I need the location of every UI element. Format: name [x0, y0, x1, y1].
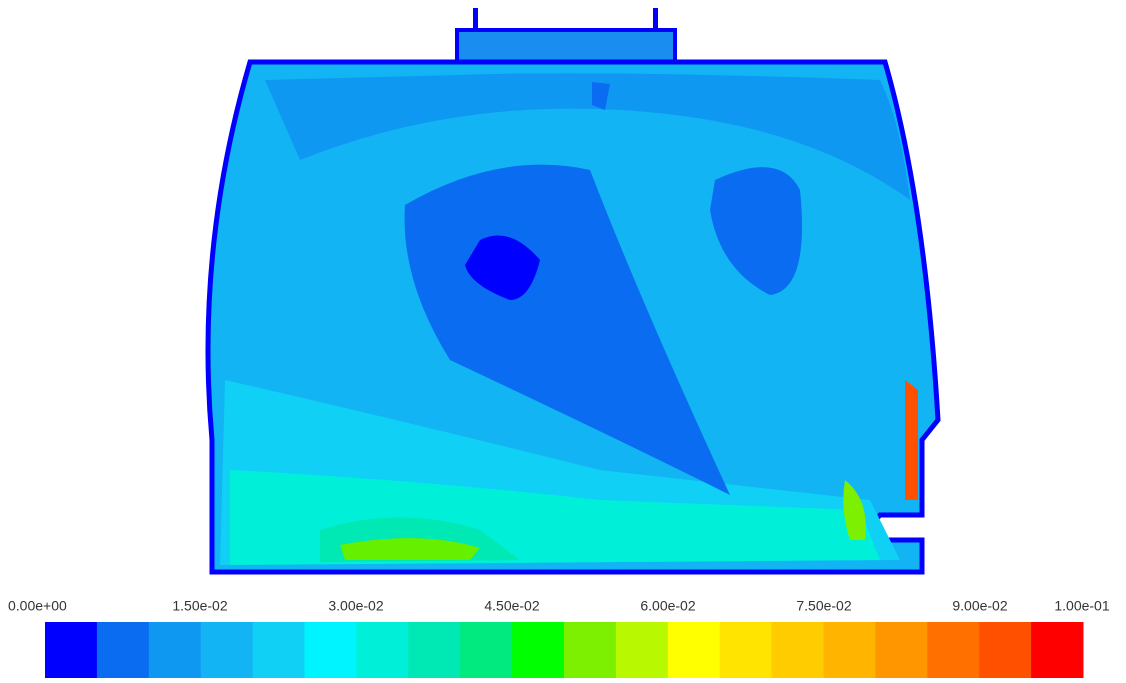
colorbar-label: 6.00e-02 — [640, 598, 695, 614]
region — [710, 167, 802, 295]
region — [843, 480, 866, 540]
colorbar-band — [408, 622, 461, 678]
region — [905, 380, 918, 500]
colorbar-band — [96, 622, 150, 678]
colorbar-band — [771, 622, 824, 678]
colorbar-band — [615, 622, 669, 678]
tank-field — [205, 8, 941, 575]
colorbar-band — [252, 622, 305, 678]
colorbar-label: 7.50e-02 — [796, 598, 851, 614]
colorbar: 0.00e+00 1.50e-02 3.00e-02 4.50e-02 6.00… — [8, 598, 1110, 678]
colorbar-band — [927, 622, 980, 678]
colorbar-band — [823, 622, 876, 678]
colorbar-label: 1.00e-01 — [1054, 598, 1109, 614]
colorbar-band — [512, 622, 565, 678]
colorbar-band — [564, 622, 617, 678]
colorbar-band — [148, 622, 202, 678]
region — [340, 538, 480, 560]
post — [473, 8, 478, 34]
colorbar-band — [460, 622, 513, 678]
colorbar-band — [667, 622, 721, 678]
region — [265, 73, 910, 200]
post — [653, 8, 658, 34]
colorbar-band — [875, 622, 928, 678]
colorbar-band — [1031, 622, 1084, 678]
region — [592, 82, 610, 110]
colorbar-band — [356, 622, 409, 678]
colorbar-band — [45, 622, 98, 678]
colorbar-bands — [45, 622, 1084, 678]
colorbar-label: 9.00e-02 — [952, 598, 1007, 614]
colorbar-band — [304, 622, 357, 678]
colorbar-label: 0.00e+00 — [8, 598, 67, 614]
colorbar-label: 3.00e-02 — [328, 598, 383, 614]
colorbar-band — [200, 622, 254, 678]
colorbar-label: 4.50e-02 — [484, 598, 539, 614]
colorbar-band — [719, 622, 773, 678]
colorbar-band — [979, 622, 1032, 678]
region — [465, 235, 540, 300]
colorbar-label: 1.50e-02 — [172, 598, 227, 614]
